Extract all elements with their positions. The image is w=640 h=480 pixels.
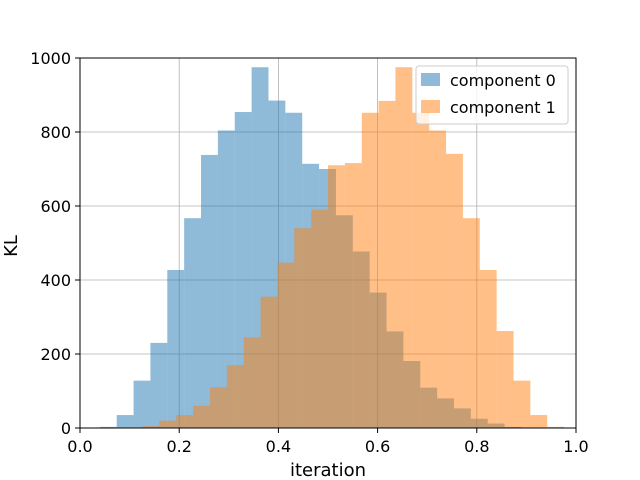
y-tick-label: 600 (40, 197, 71, 216)
histogram-bar (361, 112, 379, 428)
x-axis-label: iteration (290, 460, 366, 480)
histogram-bar (243, 337, 261, 428)
y-tick-label: 800 (40, 123, 71, 142)
histogram-bars (99, 67, 565, 429)
histogram-bar (547, 426, 565, 428)
histogram-bar (193, 405, 210, 428)
histogram-bar (462, 218, 480, 428)
x-tick-label: 1.0 (563, 437, 588, 456)
legend-swatch-component-1 (421, 100, 440, 113)
y-axis-label: KL (1, 235, 22, 257)
legend-swatch-component-0 (421, 73, 440, 86)
histogram-bar (530, 415, 548, 428)
histogram-bar (277, 262, 295, 428)
histogram-bar (513, 380, 531, 428)
x-tick-label: 0.4 (266, 437, 291, 456)
histogram-bar (150, 342, 168, 428)
histogram-bar (209, 387, 227, 428)
x-tick-label: 0.0 (67, 437, 92, 456)
histogram-bar (133, 380, 151, 428)
histogram-bar (142, 426, 160, 428)
histogram-bar (167, 270, 185, 428)
histogram-bar (412, 112, 430, 428)
histogram-bar (328, 165, 345, 429)
histogram-bar (99, 426, 117, 428)
histogram-bar (176, 415, 194, 428)
legend-box (415, 65, 569, 125)
series-component-1 (142, 67, 565, 429)
histogram-bar (201, 154, 218, 428)
legend: component 0 component 1 (415, 65, 569, 125)
histogram-bar (479, 270, 497, 428)
histogram-bar (344, 163, 362, 428)
histogram-bar (116, 415, 134, 428)
histogram-bar (395, 67, 413, 428)
histogram-bar (311, 209, 328, 428)
histogram-bar (294, 228, 312, 428)
x-tick-label: 0.6 (365, 437, 390, 456)
y-tick-label: 400 (40, 271, 71, 290)
histogram-bar (446, 153, 463, 428)
histogram-bar (217, 130, 235, 428)
histogram-bar (429, 130, 447, 428)
histogram-bar (159, 420, 177, 428)
y-tick-label: 1000 (30, 49, 71, 68)
y-tick-label: 0 (61, 419, 71, 438)
histogram-bar (496, 331, 514, 428)
histogram-bar (378, 100, 396, 429)
plot-frame (79, 57, 577, 429)
legend-label-component-0: component 0 (450, 71, 556, 90)
histogram-bar (260, 296, 278, 428)
x-tick-label: 0.2 (166, 437, 191, 456)
y-tick-label: 200 (40, 345, 71, 364)
x-tick-label: 0.8 (464, 437, 489, 456)
legend-label-component-1: component 1 (450, 98, 556, 117)
histogram-bar (184, 218, 202, 428)
axis-ticks: 0.0 0.2 0.4 0.6 0.8 1.0 0 200 400 600 800 1000 (30, 49, 588, 456)
histogram-bar (226, 365, 244, 428)
